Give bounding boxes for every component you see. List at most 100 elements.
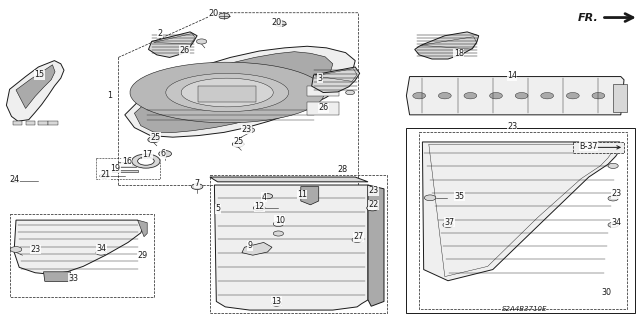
- Text: 22: 22: [368, 200, 378, 209]
- Circle shape: [253, 205, 265, 211]
- Circle shape: [218, 13, 230, 19]
- Text: 5: 5: [215, 204, 220, 213]
- Text: 9: 9: [247, 241, 252, 250]
- Text: 11: 11: [297, 190, 307, 199]
- Circle shape: [608, 222, 618, 227]
- Polygon shape: [301, 187, 319, 205]
- Text: 20: 20: [271, 18, 282, 27]
- Text: 7: 7: [195, 179, 200, 188]
- Text: 17: 17: [142, 150, 152, 159]
- Circle shape: [196, 39, 207, 44]
- Text: 25: 25: [234, 137, 244, 146]
- Text: 24: 24: [9, 175, 19, 184]
- Polygon shape: [415, 32, 479, 59]
- Polygon shape: [368, 185, 384, 306]
- Polygon shape: [48, 121, 58, 125]
- Text: 3: 3: [317, 74, 323, 83]
- Circle shape: [232, 141, 244, 147]
- Circle shape: [273, 231, 284, 236]
- Circle shape: [148, 137, 159, 143]
- Circle shape: [490, 93, 502, 99]
- Polygon shape: [134, 52, 333, 133]
- Text: 21: 21: [100, 170, 111, 179]
- Text: 20: 20: [208, 9, 218, 18]
- Polygon shape: [26, 121, 35, 125]
- Polygon shape: [130, 62, 324, 123]
- Circle shape: [262, 194, 273, 199]
- Text: 1: 1: [108, 91, 113, 100]
- Circle shape: [464, 93, 477, 99]
- Text: 18: 18: [454, 49, 464, 58]
- Polygon shape: [38, 121, 48, 125]
- Text: 10: 10: [275, 216, 285, 225]
- Text: 2: 2: [157, 29, 163, 38]
- Text: 14: 14: [507, 71, 517, 80]
- Circle shape: [273, 221, 284, 226]
- Text: 6: 6: [161, 149, 166, 158]
- Text: 34: 34: [96, 244, 106, 253]
- Text: B-37: B-37: [580, 142, 598, 151]
- Circle shape: [367, 205, 378, 211]
- Text: 15: 15: [35, 70, 45, 79]
- Circle shape: [275, 21, 286, 26]
- Polygon shape: [13, 121, 22, 125]
- Circle shape: [608, 163, 618, 168]
- Text: 16: 16: [122, 157, 132, 166]
- Polygon shape: [166, 73, 289, 112]
- Polygon shape: [16, 65, 55, 108]
- Text: 19: 19: [110, 164, 120, 173]
- Polygon shape: [214, 185, 368, 310]
- Polygon shape: [613, 84, 627, 112]
- Text: 12: 12: [254, 202, 264, 211]
- Circle shape: [271, 301, 282, 306]
- Text: 29: 29: [137, 251, 147, 260]
- Circle shape: [96, 250, 106, 255]
- Text: 23: 23: [368, 186, 378, 195]
- Polygon shape: [44, 272, 72, 281]
- Text: FR.: FR.: [578, 12, 598, 23]
- Polygon shape: [12, 180, 18, 182]
- Polygon shape: [422, 142, 622, 281]
- Polygon shape: [138, 220, 147, 237]
- Circle shape: [100, 174, 109, 178]
- Circle shape: [515, 93, 528, 99]
- Circle shape: [413, 93, 426, 99]
- Polygon shape: [307, 86, 339, 96]
- Circle shape: [608, 196, 618, 201]
- Text: 25: 25: [150, 133, 161, 142]
- Polygon shape: [307, 102, 339, 115]
- Text: 23: 23: [241, 125, 252, 134]
- Text: 28: 28: [337, 165, 348, 174]
- Polygon shape: [573, 142, 624, 153]
- Text: 27: 27: [353, 232, 364, 241]
- Circle shape: [566, 93, 579, 99]
- Polygon shape: [406, 77, 624, 115]
- Circle shape: [541, 93, 554, 99]
- Text: 35: 35: [454, 192, 465, 201]
- Text: 4: 4: [262, 193, 267, 202]
- Text: 30: 30: [602, 288, 612, 297]
- Text: 33: 33: [68, 274, 79, 283]
- Circle shape: [10, 247, 22, 252]
- Polygon shape: [148, 32, 197, 57]
- Circle shape: [191, 184, 203, 189]
- Text: S2A4B3710E: S2A4B3710E: [502, 307, 547, 312]
- Text: 34: 34: [611, 218, 621, 227]
- Text: 23: 23: [611, 189, 621, 198]
- Polygon shape: [14, 220, 144, 274]
- Polygon shape: [181, 78, 273, 107]
- Circle shape: [592, 93, 605, 99]
- Polygon shape: [118, 162, 136, 167]
- Text: 13: 13: [271, 297, 282, 306]
- Circle shape: [443, 222, 453, 227]
- Circle shape: [424, 195, 436, 201]
- Text: 26: 26: [179, 46, 189, 55]
- Polygon shape: [242, 242, 272, 255]
- Polygon shape: [312, 67, 360, 93]
- Text: 37: 37: [445, 218, 455, 227]
- Polygon shape: [112, 170, 138, 172]
- Text: 23: 23: [30, 245, 40, 254]
- Polygon shape: [210, 177, 368, 182]
- Circle shape: [438, 93, 451, 99]
- Circle shape: [244, 128, 255, 133]
